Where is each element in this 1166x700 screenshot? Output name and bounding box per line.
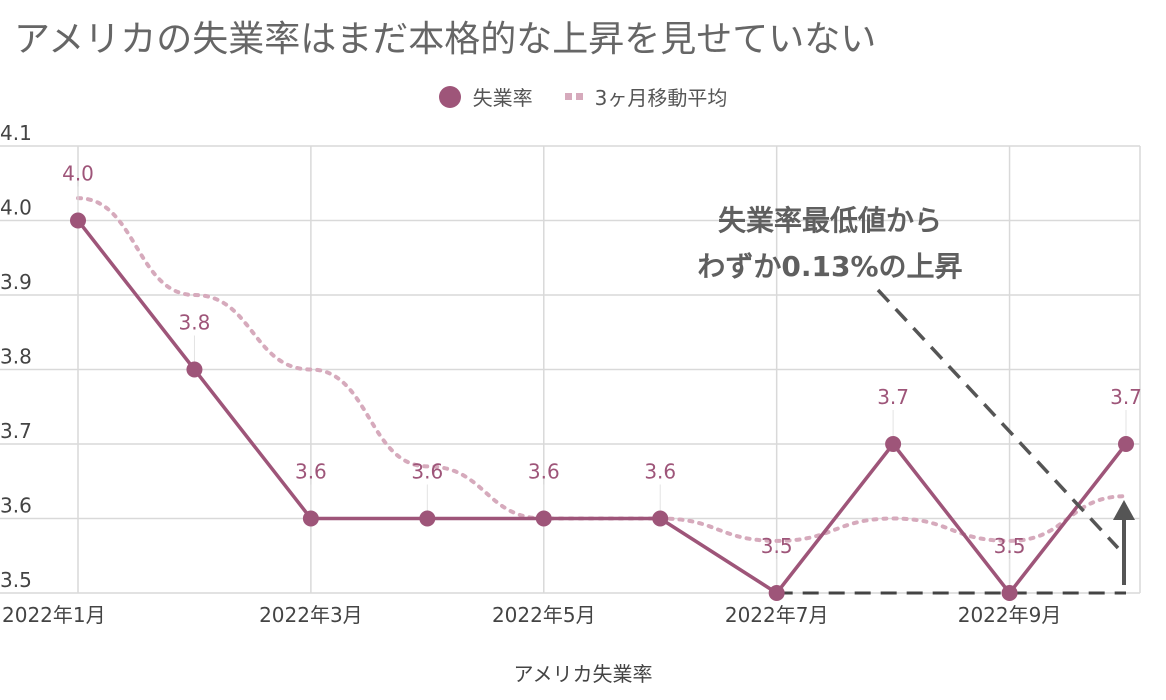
legend: 失業率 3ヶ月移動平均 (0, 82, 1166, 111)
data-point (419, 510, 436, 527)
data-label: 3.6 (411, 460, 443, 484)
annotation-line-1: 失業率最低値から (717, 204, 942, 237)
data-label: 3.6 (644, 460, 676, 484)
x-tick-label: 2022年3月 (259, 603, 363, 627)
legend-label-moving-average: 3ヶ月移動平均 (594, 86, 728, 110)
x-axis-title: アメリカ失業率 (513, 662, 653, 686)
data-point (186, 361, 203, 378)
y-tick-label: 3.7 (0, 419, 32, 443)
annotation: 失業率最低値から わずか0.13%の上昇 (660, 198, 1000, 290)
data-point (652, 510, 669, 527)
data-label: 3.6 (528, 460, 560, 484)
chart-title: アメリカの失業率はまだ本格的な上昇を見せていない (14, 19, 877, 60)
data-point (768, 585, 785, 601)
x-tick-label: 2022年5月 (492, 603, 596, 627)
data-point (885, 436, 902, 452)
x-tick-label: 2022年1月 (2, 603, 106, 627)
data-point (1118, 436, 1134, 452)
y-tick-label: 3.8 (0, 345, 32, 369)
data-point (302, 510, 319, 527)
data-label: 3.5 (994, 534, 1026, 558)
legend-label-series: 失業率 (472, 86, 533, 110)
data-label: 3.6 (295, 460, 327, 484)
data-label: 3.5 (761, 534, 793, 558)
data-label: 3.7 (877, 385, 909, 409)
annotation-line-2: わずか0.13%の上昇 (697, 250, 963, 283)
rise-arrow-head (1113, 500, 1135, 520)
y-tick-label: 4.1 (0, 121, 32, 145)
data-label: 3.7 (1110, 385, 1142, 409)
series-unemployment-line (76, 219, 1128, 595)
y-tick-label: 4.0 (0, 196, 32, 220)
y-tick-label: 3.5 (0, 568, 32, 592)
data-point (70, 212, 86, 229)
y-tick-label: 3.6 (0, 494, 32, 518)
legend-marker-moving-average (564, 93, 583, 100)
x-tick-label: 2022年7月 (725, 603, 829, 627)
x-tick-label: 2022年9月 (958, 603, 1062, 627)
legend-item-moving-average[interactable]: 3ヶ月移動平均 (564, 82, 728, 111)
annotation-pointer (876, 288, 1120, 550)
data-label: 3.8 (179, 311, 211, 335)
legend-marker-series (438, 85, 461, 108)
legend-item-series[interactable]: 失業率 (438, 82, 533, 111)
data-point (1001, 585, 1018, 601)
y-tick-label: 3.9 (0, 270, 32, 294)
data-point (535, 510, 552, 527)
data-label: 4.0 (62, 162, 94, 186)
